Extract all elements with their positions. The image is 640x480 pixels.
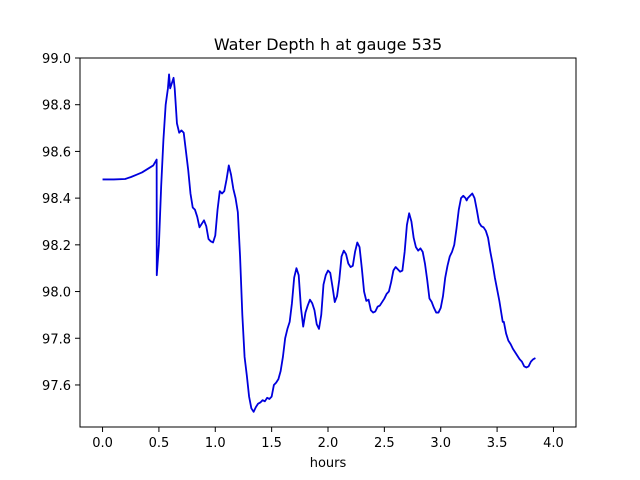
y-tick-label: 97.8 <box>42 332 71 347</box>
x-axis-label: hours <box>310 456 347 471</box>
plot-frame <box>79 57 577 428</box>
x-tick-label: 1.5 <box>261 436 282 451</box>
x-tick-label: 0.5 <box>149 436 170 451</box>
y-tick-label: 97.6 <box>42 379 71 394</box>
x-tick-label: 3.0 <box>430 436 451 451</box>
y-tick-label: 99.0 <box>42 52 71 67</box>
y-tick-label: 98.2 <box>42 239 71 254</box>
x-tick-label: 0.0 <box>92 436 113 451</box>
x-tick-label: 2.0 <box>318 436 339 451</box>
y-axis: 97.6 97.8 98.0 98.2 98.4 98.6 98.8 99.0 <box>42 52 80 394</box>
x-tick-label: 4.0 <box>543 436 564 451</box>
chart-title: Water Depth h at gauge 535 <box>214 35 442 54</box>
y-tick-label: 98.6 <box>42 145 71 160</box>
x-tick-label: 1.0 <box>205 436 226 451</box>
x-tick-label: 3.5 <box>487 436 508 451</box>
y-tick-label: 98.0 <box>42 286 71 301</box>
x-axis: 0.0 0.5 1.0 1.5 2.0 2.5 3.0 3.5 4.0 <box>92 427 564 451</box>
x-tick-label: 2.5 <box>374 436 395 451</box>
data-series-line <box>102 73 536 413</box>
y-tick-label: 98.4 <box>42 192 71 207</box>
y-tick-label: 98.8 <box>42 99 71 114</box>
